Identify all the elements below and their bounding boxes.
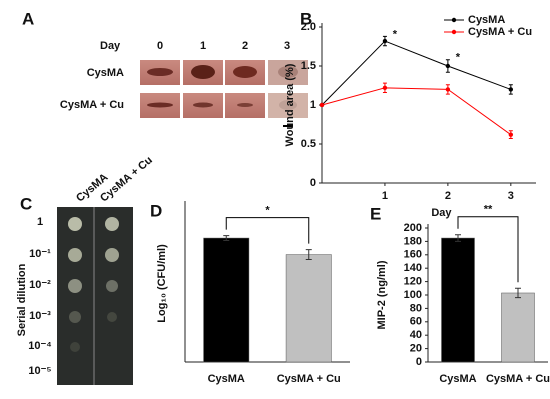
panel-label: E xyxy=(370,204,381,223)
legend-label: CysMA xyxy=(468,14,505,26)
y-axis-label: MIP-2 (ng/ml) xyxy=(376,260,388,329)
y-tick-label: 1.5 xyxy=(301,60,316,72)
x-tick-label: 3 xyxy=(508,190,514,202)
annotation: * xyxy=(456,52,461,64)
y-tick-label: 0 xyxy=(310,177,316,189)
y-tick-label: 160 xyxy=(404,249,422,261)
column-label: 1 xyxy=(200,40,206,52)
y-tick-label: 120 xyxy=(404,276,422,288)
bar xyxy=(203,237,250,363)
point xyxy=(382,85,388,91)
x-tick-label: CysMA xyxy=(439,373,476,385)
panel-label: D xyxy=(150,201,162,220)
row-label: 10⁻³ xyxy=(29,310,51,322)
row-label: 10⁻¹ xyxy=(29,248,51,260)
significance-bracket xyxy=(457,216,519,283)
significance-label: * xyxy=(265,204,270,216)
x-tick-label: CysMA + Cu xyxy=(486,373,550,385)
y-tick-label: 0.5 xyxy=(301,138,316,150)
row-label: 1 xyxy=(37,216,43,228)
significance-label: ** xyxy=(484,204,493,216)
error-bar xyxy=(223,235,230,242)
annotation: * xyxy=(393,28,398,40)
wound-photos xyxy=(140,60,308,127)
point xyxy=(508,87,514,92)
x-tick-label: CysMA xyxy=(208,373,245,385)
error-bar xyxy=(515,287,521,299)
legend-marker xyxy=(451,17,457,23)
bar xyxy=(441,237,475,363)
x-tick-label: 2 xyxy=(445,190,451,202)
x-tick-label: 1 xyxy=(382,190,388,202)
column-label: 3 xyxy=(284,40,290,52)
y-axis-label: Serial dilution xyxy=(16,263,28,336)
error-bar xyxy=(455,234,461,242)
row-label: 10⁻⁵ xyxy=(28,365,51,377)
row-label: 10⁻² xyxy=(29,279,51,291)
y-tick-label: 140 xyxy=(404,262,422,274)
panel-label: A xyxy=(22,9,34,28)
row-label: CysMA xyxy=(87,67,124,79)
y-tick-label: 0 xyxy=(416,356,422,368)
series-line xyxy=(321,40,511,106)
x-tick-label: CysMA + Cu xyxy=(277,373,341,385)
panel-label: B xyxy=(300,9,312,28)
column-label: 0 xyxy=(157,40,163,52)
column-header: Day xyxy=(100,40,121,52)
point xyxy=(445,87,451,92)
point xyxy=(319,102,325,108)
y-tick-label: 40 xyxy=(410,329,422,341)
row-label: 10⁻⁴ xyxy=(28,340,51,352)
error-bar xyxy=(305,249,312,261)
x-axis-label: Day xyxy=(431,207,452,219)
y-tick-label: 180 xyxy=(404,235,422,247)
panel-label: C xyxy=(20,194,32,213)
y-tick-label: 100 xyxy=(404,289,422,301)
point xyxy=(382,38,388,44)
y-axis-label: Log₁₀ (CFU/ml) xyxy=(156,244,168,323)
y-tick-label: 60 xyxy=(410,316,422,328)
series-line xyxy=(321,87,512,136)
y-tick-label: 200 xyxy=(404,222,422,234)
y-tick-label: 20 xyxy=(410,343,422,355)
y-tick-label: 2.0 xyxy=(301,21,316,33)
y-tick-label: 80 xyxy=(410,302,422,314)
significance-bracket xyxy=(225,217,310,244)
y-axis-label: Wound area (%) xyxy=(284,63,296,146)
bar xyxy=(285,254,332,363)
y-tick-label: 1 xyxy=(310,99,316,111)
row-label: CysMA + Cu xyxy=(60,99,124,111)
column-label: 2 xyxy=(242,40,248,52)
bar xyxy=(501,292,535,363)
legend-marker xyxy=(451,29,457,35)
plate-photo xyxy=(57,207,133,385)
point xyxy=(508,132,514,137)
point xyxy=(445,63,451,69)
legend-label: CysMA + Cu xyxy=(468,26,532,38)
